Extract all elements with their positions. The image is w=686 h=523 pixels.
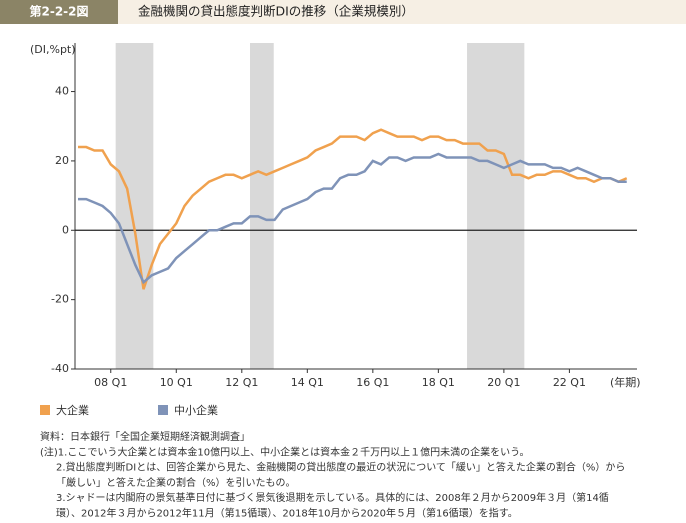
figure-label-box — [0, 0, 118, 24]
y-axis-label: (DI,%pt) — [30, 43, 76, 56]
legend-swatch — [40, 405, 50, 415]
x-tick-label: 10 Q1 — [160, 376, 193, 389]
legend-label: 中小企業 — [174, 403, 218, 417]
y-tick-label: 0 — [62, 223, 69, 236]
note: 環）、2012年３月から2012年11月（第15循環）、2018年10月から20… — [56, 507, 518, 520]
recession-shade — [249, 43, 274, 369]
series-line — [78, 152, 627, 285]
note: 資料：日本銀行「全国企業短期経済観測調査」 — [40, 430, 250, 443]
x-tick-label: 12 Q1 — [225, 376, 258, 389]
y-tick-label: -20 — [51, 293, 69, 306]
figure-label: 第2-2-2図 — [29, 4, 88, 19]
y-tick-label: 40 — [55, 85, 69, 98]
y-tick-label: 20 — [55, 154, 69, 167]
x-axis-label: (年期) — [610, 375, 641, 389]
note: (注)1.ここでいう大企業とは資本金10億円以上、中小企業とは資本金２千万円以上… — [40, 445, 529, 458]
chart-title: 金融機関の貸出態度判断DIの推移（企業規模別） — [138, 4, 414, 19]
x-tick-label: 16 Q1 — [356, 376, 389, 389]
series-line — [78, 128, 628, 290]
x-tick-label: 18 Q1 — [422, 376, 455, 389]
legend-label: 大企業 — [56, 403, 89, 417]
note: 3.シャドーは内閣府の景気基準日付に基づく景気後退期を示している。具体的には、2… — [56, 491, 609, 504]
note: 「厳しい」と答えた企業の割合（%）を引いたもの。 — [56, 476, 296, 489]
note: 2.貸出態度判断DIとは、回答企業から見た、金融機関の貸出態度の最近の状況につい… — [56, 461, 625, 474]
x-tick-label: 08 Q1 — [94, 376, 127, 389]
recession-shade — [467, 43, 525, 369]
y-tick-label: -40 — [51, 362, 69, 375]
legend-swatch — [158, 405, 168, 415]
x-tick-label: 14 Q1 — [291, 376, 324, 389]
x-tick-label: 22 Q1 — [553, 376, 586, 389]
x-tick-label: 20 Q1 — [487, 376, 520, 389]
recession-shade — [115, 43, 154, 369]
